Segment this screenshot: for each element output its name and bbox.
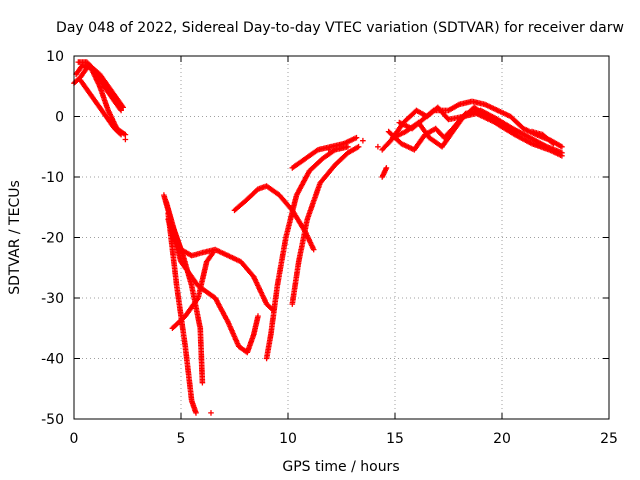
series-track-11	[263, 143, 351, 362]
x-tick-label: 25	[600, 431, 618, 447]
data-point	[325, 147, 332, 153]
x-tick-label: 0	[70, 431, 79, 447]
data-point	[117, 130, 123, 137]
y-tick-label: -20	[41, 231, 64, 247]
data-point	[375, 143, 381, 150]
data-point	[310, 246, 317, 253]
data-point	[559, 153, 565, 159]
data-marks	[71, 59, 565, 416]
data-point	[514, 128, 520, 135]
data-point	[549, 139, 555, 146]
data-point	[255, 313, 261, 319]
data-point	[122, 136, 129, 143]
x-tick-label: 15	[386, 431, 404, 447]
data-point	[559, 143, 565, 150]
series-track-8	[165, 216, 261, 356]
data-point	[120, 104, 126, 111]
data-point	[550, 140, 557, 147]
data-point	[208, 410, 214, 416]
y-tick-label: 0	[55, 110, 64, 126]
data-point	[199, 379, 206, 386]
grid	[74, 56, 609, 419]
x-axis-label: GPS time / hours	[282, 459, 399, 475]
series-track-14	[379, 165, 390, 180]
data-point	[383, 165, 390, 171]
data-point	[345, 143, 351, 150]
y-tick-label: -10	[41, 170, 64, 186]
series-track-12	[289, 143, 362, 307]
series-track-3	[77, 77, 124, 138]
series-outliers	[122, 136, 381, 416]
data-point	[210, 249, 216, 256]
data-point	[353, 134, 360, 141]
data-point	[118, 131, 124, 138]
data-point	[117, 106, 123, 112]
data-point	[355, 143, 362, 150]
data-point	[360, 137, 366, 144]
y-tick-label: 10	[46, 49, 64, 65]
series-track-6	[165, 210, 199, 416]
y-axis-label: SDTVAR / TECUs	[7, 180, 23, 295]
y-tick-label: -50	[41, 412, 64, 428]
data-point	[193, 410, 199, 416]
series-track-9	[169, 249, 216, 331]
chart-title: Day 048 of 2022, Sidereal Day-to-day VTE…	[56, 20, 624, 36]
x-tick-label: 10	[279, 431, 297, 447]
x-tick-label: 20	[493, 431, 511, 447]
data-point	[119, 103, 126, 109]
series-track-18	[379, 104, 520, 153]
x-tick-label: 5	[177, 431, 186, 447]
y-tick-label: -40	[41, 352, 64, 368]
series-track-13	[289, 134, 360, 171]
series-track-19	[529, 128, 557, 147]
series-track-4	[71, 62, 126, 111]
y-tick-label: -30	[41, 291, 64, 307]
axis-ticks: 0 5 10 15 20 25 -50 -40 -30 -20 -10 0 10	[41, 49, 618, 447]
data-point	[118, 107, 124, 114]
